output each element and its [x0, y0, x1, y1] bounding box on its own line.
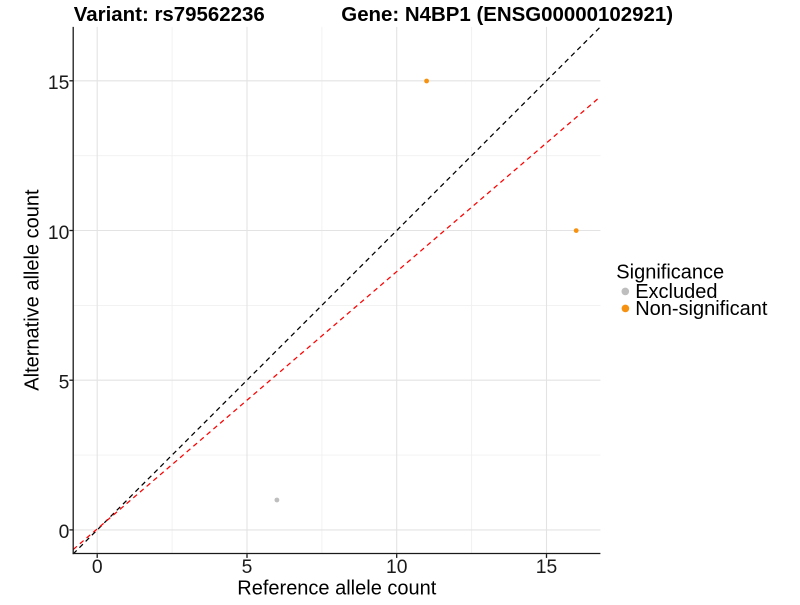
svg-text:15: 15: [536, 557, 557, 578]
svg-text:10: 10: [48, 223, 69, 244]
svg-text:0: 0: [59, 522, 70, 543]
svg-text:15: 15: [48, 73, 69, 94]
svg-text:5: 5: [242, 557, 253, 578]
svg-text:10: 10: [386, 557, 407, 578]
svg-text:Excluded: Excluded: [635, 281, 717, 303]
svg-text:Reference allele count: Reference allele count: [237, 577, 436, 599]
svg-text:Alternative allele count: Alternative allele count: [22, 189, 44, 391]
svg-text:5: 5: [59, 373, 70, 394]
svg-text:Variant: rs79562236: Variant: rs79562236: [74, 3, 265, 26]
svg-text:Gene: N4BP1 (ENSG00000102921): Gene: N4BP1 (ENSG00000102921): [341, 3, 673, 26]
svg-text:Non-significant: Non-significant: [635, 298, 768, 320]
svg-text:0: 0: [92, 557, 103, 578]
svg-text:Significance: Significance: [616, 262, 724, 284]
